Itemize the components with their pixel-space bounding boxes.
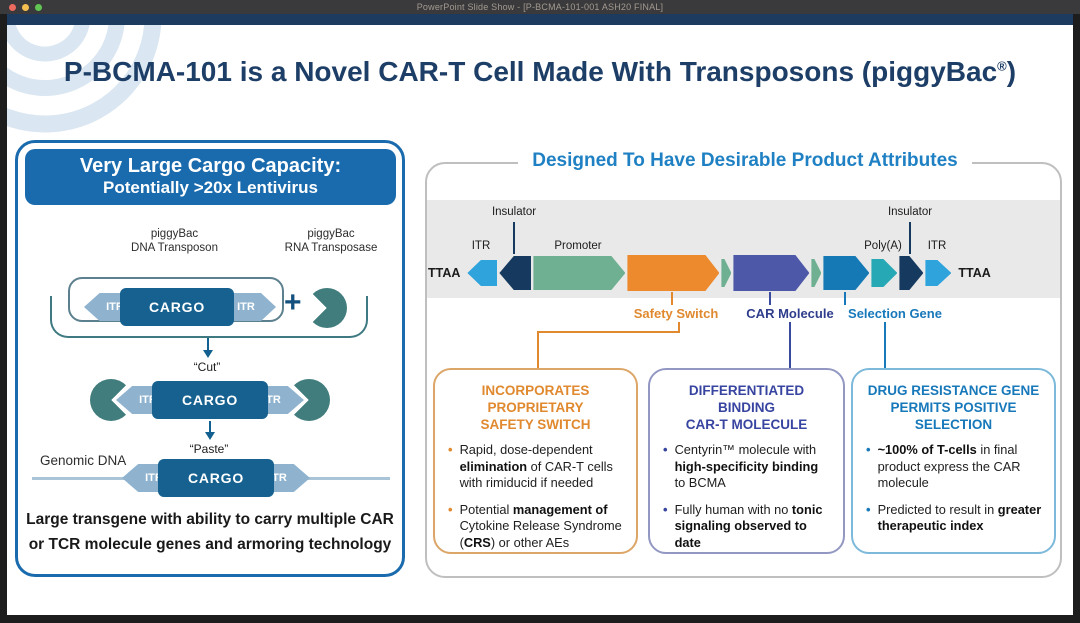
- insulator-left-label: Insulator: [491, 206, 537, 218]
- ttaa-right: TTAA: [958, 266, 991, 280]
- window-titlebar: PowerPoint Slide Show - [P-BCMA-101-001 …: [0, 0, 1080, 14]
- linker-chevron: [721, 259, 732, 287]
- window-edge: [1073, 0, 1080, 623]
- insulator-left-leader: [513, 222, 515, 254]
- cargo-box: CARGO: [152, 381, 268, 419]
- promoter-label: Promoter: [554, 240, 602, 252]
- cut-label: “Cut”: [193, 360, 221, 374]
- cargo-header-line1: Very Large Cargo Capacity:: [79, 155, 342, 177]
- box-title: INCORPORATES PROPRIETARY SAFETY SWITCH: [480, 383, 591, 432]
- bullet-dot: •: [663, 442, 668, 457]
- bullet-item: • Rapid, dose-dependent elimination of CA…: [448, 442, 613, 490]
- polya-arrow: [871, 259, 897, 287]
- slide-top-band: [7, 14, 1073, 25]
- car-molecule-label: CAR Molecule: [746, 306, 834, 321]
- insulator-left-arrow: [499, 256, 532, 290]
- car-molecule-arrow: [733, 255, 809, 291]
- insulator-right-label: Insulator: [887, 206, 933, 218]
- safety-switch-elbow: [537, 331, 680, 368]
- car-molecule-stub: [769, 292, 771, 305]
- bullet-dot: •: [866, 442, 871, 457]
- bullet-item: • Centyrin™ molecule with high-specificit…: [663, 442, 819, 490]
- box-title: DRUG RESISTANCE GENE PERMITS POSITIVE SELE…: [867, 383, 1040, 432]
- box-title: DIFFERENTIATED BINDING CAR-T MOLECULE: [685, 383, 808, 432]
- slide-title: P-BCMA-101 is a Novel CAR-T Cell Made Wi…: [63, 56, 1017, 87]
- linker-chevron: [811, 259, 822, 287]
- down-arrow: [205, 421, 215, 440]
- selection-gene-stub: [844, 292, 846, 305]
- insulator-right-leader: [909, 222, 911, 254]
- safety-switch-box: INCORPORATES PROPRIETARY SAFETY SWITCH • Ra…: [433, 368, 638, 554]
- promoter-arrow: [533, 256, 625, 290]
- safety-switch-connector: [678, 322, 680, 332]
- plus-sign: +: [284, 286, 302, 319]
- selection-gene-box: DRUG RESISTANCE GENE PERMITS POSITIVE SELE…: [851, 368, 1056, 554]
- genomic-dna-label: Genomic DNA: [40, 453, 127, 468]
- cargo-header-line2: Potentially >20x Lentivirus: [103, 178, 318, 197]
- bullet-dot: •: [448, 501, 453, 517]
- bullet-item: • Predicted to result in greater therapeu…: [866, 501, 1042, 534]
- cargo-box: CARGO: [158, 459, 274, 497]
- insulator-right-arrow: [899, 256, 923, 290]
- transposase-pacman: [307, 288, 347, 328]
- safety-switch-stub: [671, 292, 673, 305]
- logo-watermark-swirl: [7, 14, 162, 133]
- window-edge: [0, 0, 7, 623]
- cargo-capacity-panel: [15, 140, 405, 577]
- selection-gene-label: Selection Gene: [848, 306, 942, 321]
- construct-row: TTAA TTAA: [428, 255, 1058, 291]
- bullet-dot: •: [866, 501, 871, 517]
- polya-label: Poly(A): [864, 240, 902, 252]
- window-title: PowerPoint Slide Show - [P-BCMA-101-001 …: [416, 2, 664, 12]
- down-arrow: [203, 338, 213, 358]
- paste-label: “Paste”: [189, 442, 229, 456]
- bullet-dot: •: [663, 501, 668, 517]
- selection-gene-connector: [884, 322, 886, 368]
- safety-switch-arrow: [627, 255, 719, 291]
- cargo-box: CARGO: [120, 288, 234, 326]
- itr-left-label: ITR: [471, 240, 491, 252]
- selection-gene-arrow: [823, 256, 869, 290]
- close-button[interactable]: [9, 4, 16, 11]
- safety-switch-label: Safety Switch: [633, 306, 719, 321]
- car-molecule-connector: [789, 322, 791, 368]
- rna-transposase-label: piggyBac RNA Transposase: [284, 228, 378, 254]
- left-caption: Large transgene with ability to carry mu…: [26, 511, 394, 553]
- window-edge: [0, 615, 1080, 623]
- bullet-item: • ~100% of T-cells in final product expre…: [866, 442, 1021, 490]
- product-attributes-header: Designed To Have Desirable Product Attri…: [445, 150, 1045, 172]
- dna-transposon-label: piggyBac DNA Transposon: [131, 228, 218, 254]
- car-molecule-box: DIFFERENTIATED BINDING CAR-T MOLECULE • Cen…: [648, 368, 845, 554]
- minimize-button[interactable]: [22, 4, 29, 11]
- itr-right-label: ITR: [927, 240, 947, 252]
- cargo-capacity-header: Very Large Cargo Capacity: Potentially >…: [25, 149, 396, 205]
- bullet-item: • Potential management of Cytokine Releas…: [448, 501, 622, 550]
- itr-right-arrow: [925, 260, 951, 286]
- bullet-item: • Fully human with no tonic signaling obs…: [663, 501, 823, 550]
- registered-mark: ®: [997, 58, 1007, 74]
- ttaa-left: TTAA: [428, 266, 461, 280]
- combination-bracket: [50, 296, 368, 338]
- bullet-dot: •: [448, 442, 453, 457]
- itr-left-arrow: [467, 260, 498, 286]
- maximize-button[interactable]: [35, 4, 42, 11]
